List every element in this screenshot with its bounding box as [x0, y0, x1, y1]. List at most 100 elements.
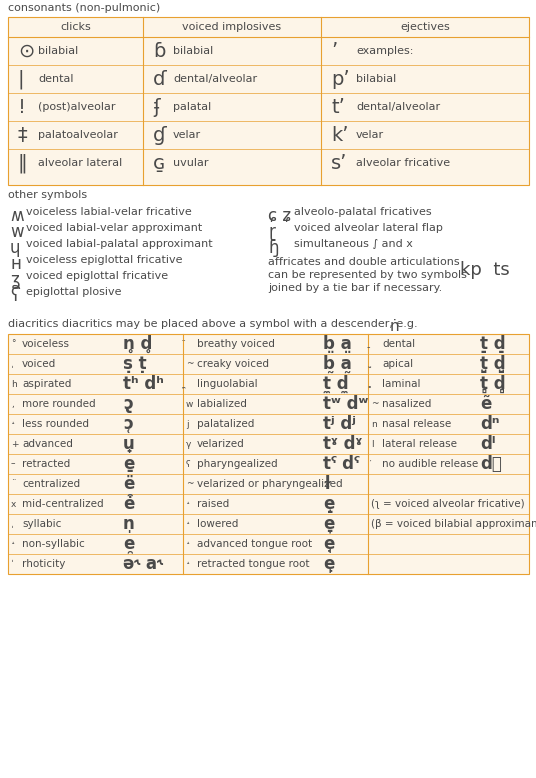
- Text: b̤ a̤: b̤ a̤: [323, 335, 352, 353]
- Text: voiceless epiglottal fricative: voiceless epiglottal fricative: [26, 255, 182, 265]
- Text: kp  ts: kp ts: [460, 261, 510, 279]
- Text: n: n: [371, 419, 377, 429]
- Bar: [8, 17, 529, 185]
- Text: e̱: e̱: [123, 455, 135, 473]
- Text: examples:: examples:: [356, 46, 413, 56]
- Text: ˌ: ˌ: [11, 520, 13, 528]
- Text: e̞: e̞: [323, 515, 334, 533]
- Text: linguolabial: linguolabial: [197, 379, 258, 389]
- Text: u̟: u̟: [123, 435, 135, 453]
- Text: voiceless labial-velar fricative: voiceless labial-velar fricative: [26, 207, 192, 217]
- Text: ⊙: ⊙: [18, 41, 34, 61]
- Text: ʓ: ʓ: [10, 271, 20, 289]
- Text: ˈ: ˈ: [11, 559, 13, 569]
- Text: tʲ dʲ: tʲ dʲ: [323, 415, 356, 433]
- Text: w: w: [10, 223, 24, 241]
- Text: ~: ~: [371, 399, 378, 408]
- Text: ʍ: ʍ: [10, 207, 24, 225]
- Text: palatalized: palatalized: [197, 419, 255, 429]
- Text: |: |: [18, 69, 25, 89]
- Text: –: –: [11, 460, 16, 468]
- Text: d˺: d˺: [480, 455, 502, 473]
- Text: tʼ: tʼ: [331, 97, 345, 117]
- Text: j: j: [186, 419, 189, 429]
- Text: ‡: ‡: [18, 125, 28, 145]
- Text: lowered: lowered: [197, 519, 239, 529]
- Text: aspirated: aspirated: [22, 379, 71, 389]
- Text: ɧ: ɧ: [268, 239, 279, 257]
- Text: ṣ ṭ: ṣ ṭ: [123, 355, 147, 373]
- Text: pʼ: pʼ: [331, 69, 349, 89]
- Text: ɽ: ɽ: [268, 223, 275, 241]
- Text: dental: dental: [38, 74, 73, 84]
- Text: !: !: [18, 97, 26, 117]
- Text: breathy voiced: breathy voiced: [197, 339, 275, 349]
- Text: tʰ dʰ: tʰ dʰ: [123, 375, 164, 393]
- Text: b̰ a̰: b̰ a̰: [323, 355, 352, 373]
- Text: dental/alveolar: dental/alveolar: [173, 74, 257, 84]
- Text: tˠ dˠ: tˠ dˠ: [323, 435, 362, 453]
- Text: affricates and double articulations: affricates and double articulations: [268, 257, 460, 267]
- Text: (β = voiced bilabial approximant): (β = voiced bilabial approximant): [371, 519, 536, 529]
- Text: ˔: ˔: [186, 559, 190, 569]
- Text: ʄ: ʄ: [153, 97, 160, 117]
- Text: more rounded: more rounded: [22, 399, 95, 409]
- Text: ~: ~: [186, 479, 193, 489]
- Text: advanced: advanced: [22, 439, 73, 449]
- Text: ,: ,: [11, 399, 14, 408]
- Text: ɠ: ɠ: [153, 125, 167, 145]
- Text: pharyngealized: pharyngealized: [197, 459, 278, 469]
- Text: voiced implosives: voiced implosives: [182, 22, 281, 32]
- Text: ˔: ˔: [11, 419, 16, 429]
- Text: less rounded: less rounded: [22, 419, 89, 429]
- Text: voiced epiglottal fricative: voiced epiglottal fricative: [26, 271, 168, 281]
- Text: °: °: [11, 339, 16, 349]
- Text: +: +: [11, 440, 19, 448]
- Text: ~: ~: [186, 359, 193, 369]
- Bar: [8, 334, 529, 574]
- Text: e̙: e̙: [323, 555, 334, 573]
- Text: (post)alveolar: (post)alveolar: [38, 102, 115, 112]
- Text: ˔: ˔: [186, 499, 190, 509]
- Text: alveolo-palatal fricatives: alveolo-palatal fricatives: [294, 207, 431, 217]
- Text: ejectives: ejectives: [400, 22, 450, 32]
- Text: centralized: centralized: [22, 479, 80, 489]
- Text: ˔: ˔: [186, 539, 190, 548]
- Text: ʜ: ʜ: [10, 255, 21, 273]
- Text: bilabial: bilabial: [38, 46, 78, 56]
- Text: ə˞ a˞: ə˞ a˞: [123, 555, 163, 573]
- Text: nasal release: nasal release: [382, 419, 451, 429]
- Text: ˔: ˔: [186, 520, 190, 528]
- Text: nasalized: nasalized: [382, 399, 431, 409]
- Text: syllabic: syllabic: [22, 519, 62, 529]
- Text: kʼ: kʼ: [331, 125, 348, 145]
- Text: ɔ̜: ɔ̜: [123, 415, 133, 433]
- Text: mid-centralized: mid-centralized: [22, 499, 103, 509]
- Text: other symbols: other symbols: [8, 190, 87, 200]
- Text: ʕ: ʕ: [186, 460, 191, 468]
- Text: ë: ë: [123, 475, 135, 493]
- Text: advanced tongue root: advanced tongue root: [197, 539, 312, 549]
- Text: palatoalveolar: palatoalveolar: [38, 130, 118, 140]
- Text: no audible release: no audible release: [382, 459, 478, 469]
- Text: ɢ̱: ɢ̱: [153, 153, 166, 173]
- Text: (ʅ = voiced alveolar fricative): (ʅ = voiced alveolar fricative): [371, 499, 525, 509]
- Text: e͒: e͒: [123, 495, 135, 513]
- Text: γ: γ: [186, 440, 191, 448]
- Text: velarized: velarized: [197, 439, 245, 449]
- Text: ¨: ¨: [11, 479, 16, 489]
- Text: ẽ: ẽ: [480, 395, 492, 413]
- Text: voiced: voiced: [22, 359, 56, 369]
- Text: epiglottal plosive: epiglottal plosive: [26, 287, 122, 297]
- Text: n̩: n̩: [123, 515, 135, 533]
- Text: ʕ: ʕ: [10, 287, 19, 305]
- Text: rhoticity: rhoticity: [22, 559, 65, 569]
- Text: t̠ d̠: t̠ d̠: [480, 335, 505, 353]
- Text: raised: raised: [197, 499, 229, 509]
- Text: voiced alveolar lateral flap: voiced alveolar lateral flap: [294, 223, 443, 233]
- Text: velarized or pharyngealized: velarized or pharyngealized: [197, 479, 343, 489]
- Text: t̼ d̼: t̼ d̼: [323, 375, 348, 393]
- Text: velar: velar: [173, 130, 201, 140]
- Text: t̻ d̻: t̻ d̻: [480, 375, 505, 393]
- Text: ɗ: ɗ: [153, 69, 167, 89]
